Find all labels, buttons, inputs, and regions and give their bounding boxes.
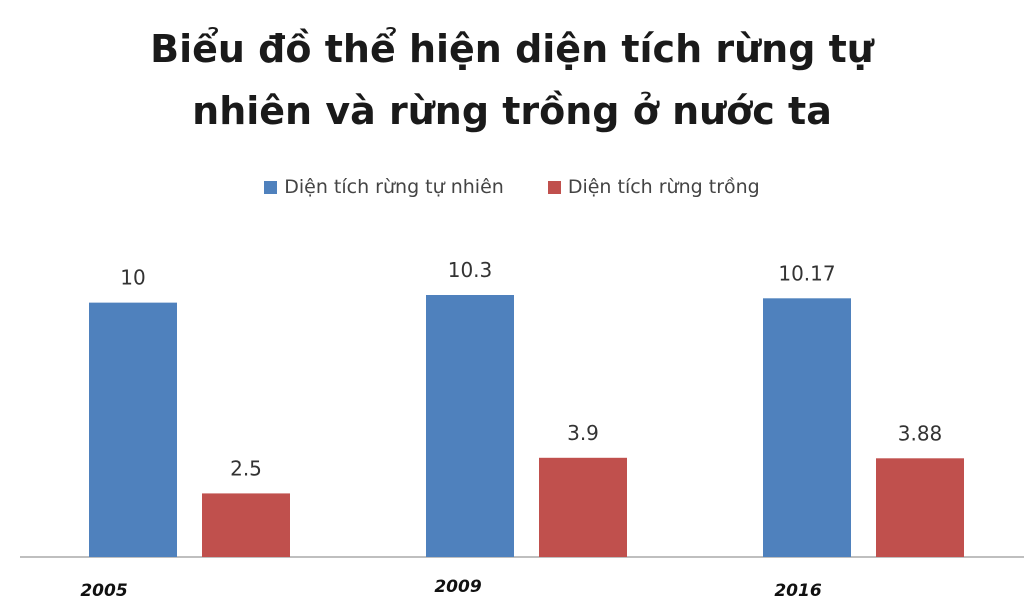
chart-title: Biểu đồ thể hiện diện tích rừng tự nhiên… — [0, 18, 1024, 142]
data-label-natural-2005: 10 — [120, 266, 145, 290]
chart-legend: Diện tích rừng tự nhiên Diện tích rừng t… — [0, 176, 1024, 198]
x-tick-label-2005: 2005 — [80, 581, 127, 601]
bar-natural-2005 — [89, 302, 177, 557]
bar-planted-2005 — [202, 493, 290, 557]
data-label-planted-2005: 2.5 — [230, 456, 262, 480]
legend-item-series-2: Diện tích rừng trồng — [547, 176, 760, 198]
bar-planted-2009 — [539, 457, 627, 557]
data-label-planted-2009: 3.9 — [567, 421, 599, 445]
legend-item-series-1: Diện tích rừng tự nhiên — [264, 176, 504, 198]
bar-planted-2016 — [876, 458, 964, 557]
bar-natural-2009 — [426, 295, 514, 557]
legend-swatch-series-1 — [264, 180, 278, 194]
legend-label-series-1: Diện tích rừng tự nhiên — [284, 176, 504, 198]
data-label-natural-2016: 10.17 — [778, 261, 835, 285]
x-tick-label-2016: 2016 — [774, 581, 821, 601]
x-tick-label-2009: 2009 — [434, 577, 481, 597]
legend-label-series-2: Diện tích rừng trồng — [567, 176, 760, 198]
data-label-natural-2009: 10.3 — [448, 258, 493, 282]
data-label-planted-2016: 3.88 — [898, 421, 943, 445]
legend-swatch-series-2 — [547, 180, 561, 194]
chart-title-line-2: nhiên và rừng trồng ở nước ta — [192, 89, 832, 133]
chart-title-line-1: Biểu đồ thể hiện diện tích rừng tự — [150, 27, 874, 71]
bar-natural-2016 — [763, 298, 851, 557]
